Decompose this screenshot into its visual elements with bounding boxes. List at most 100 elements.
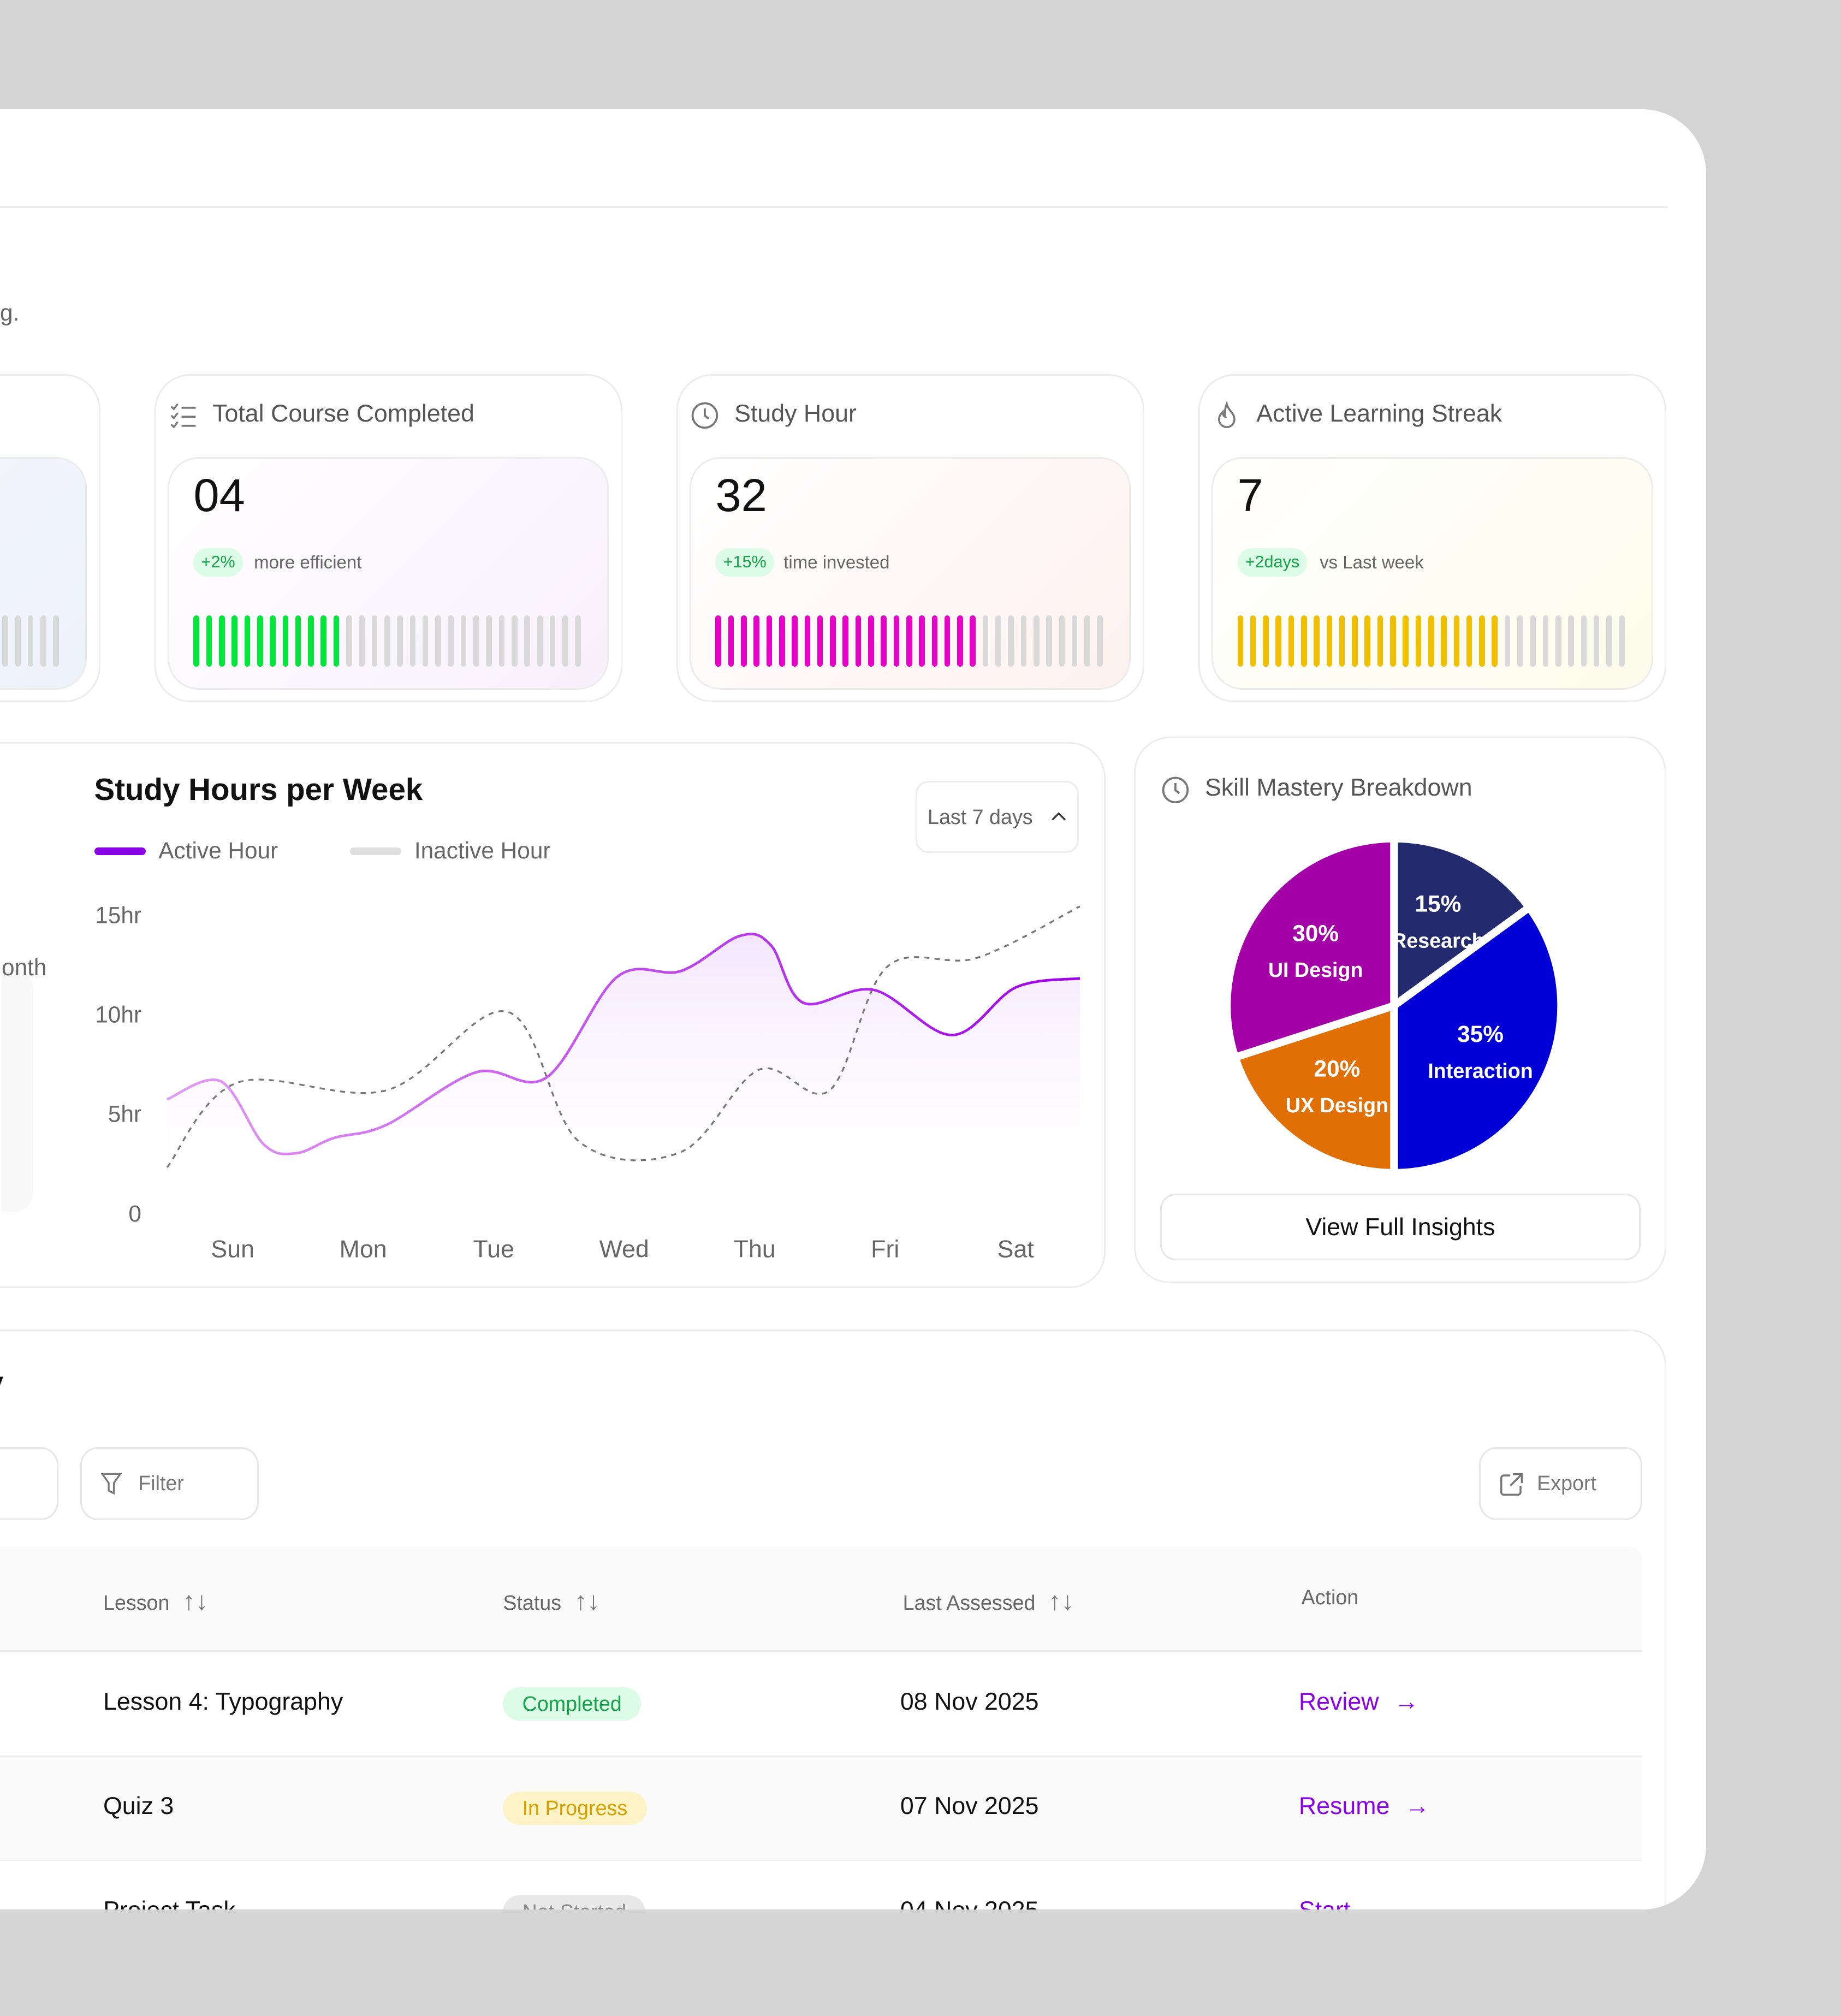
pie-slice-ui-design[interactable] [1223,834,1398,1063]
progress-bar-empty [15,615,21,667]
x-tick-label: Sat [997,1236,1035,1263]
view-full-insights-button[interactable]: View Full Insights [1160,1193,1641,1261]
legend-swatch-inactive [350,847,402,856]
progress-bar-empty [422,615,429,667]
column-header-label: Status [503,1591,562,1614]
progress-bar-empty [524,615,530,667]
stat-progress-bars [1237,615,1625,667]
stat-progress-bars [0,615,59,667]
x-tick-label: Wed [599,1236,649,1263]
progress-bar-filled [1377,615,1383,667]
sort-icon[interactable]: ↑↓ [182,1586,209,1615]
y-tick-label: 0 [128,1201,141,1226]
progress-bar-empty [448,615,454,667]
progress-bar-filled [830,615,836,667]
column-header[interactable]: Lesson ↑↓ [103,1586,208,1616]
progress-bar-filled [219,615,225,667]
stat-card [0,374,100,702]
arrow-right-icon: → [1366,1897,1391,1910]
page-subtitle-fragment: g. [0,299,20,325]
progress-bar-filled [244,615,251,667]
export-label: Export [1537,1472,1596,1495]
stat-progress-bars [715,615,1103,667]
header-divider [0,205,1668,209]
action-label: Review [1298,1688,1379,1716]
progress-bar-filled [1479,615,1485,667]
column-header[interactable]: Status ↑↓ [503,1586,599,1616]
range-select[interactable]: Last 7 days [916,780,1079,853]
y-tick-label: 10hr [95,1002,141,1028]
active-hour-area [167,934,1080,1214]
last-assessed-date: 08 Nov 2025 [900,1688,1039,1716]
progress-bar-empty [575,615,581,667]
action-label: Start [1299,1897,1350,1910]
progress-bar-filled [1288,615,1294,667]
sort-icon[interactable]: ↑↓ [1048,1586,1074,1615]
status-badge: Not Started [503,1895,646,1910]
left-text-fragment: onth [2,954,47,980]
progress-bar-empty [1606,615,1612,667]
x-tick-label: Fri [871,1236,899,1263]
progress-bar-empty [346,615,352,667]
y-tick-label: 5hr [108,1101,141,1127]
progress-bar-filled [320,615,327,667]
progress-bar-filled [970,615,976,667]
progress-bar-empty [40,615,46,667]
progress-bar-filled [715,615,722,667]
progress-bar-empty [1097,615,1103,667]
progress-bar-filled [1441,615,1447,667]
stat-change-badge: +2days [1237,548,1308,577]
column-header-label: Lesson [103,1591,170,1614]
legend-swatch-active [94,847,146,856]
progress-bar-empty [537,615,543,667]
progress-bar-filled [1250,615,1256,667]
stat-title: Active Learning Streak [1256,400,1503,427]
progress-bar-empty [498,615,505,667]
progress-bar-filled [295,615,301,667]
skill-mastery-card: Skill Mastery Breakdown 15% Research 35% In… [1133,737,1666,1283]
pie-slice-interaction[interactable] [1390,902,1565,1177]
stat-inner-box [0,456,87,690]
progress-bar-filled [1275,615,1281,667]
pie-slice-percent: 30% [1292,921,1339,946]
progress-bar-empty [1517,615,1523,667]
pie-slice-research[interactable] [1390,834,1535,1013]
progress-bar-empty [397,615,403,667]
pie-slice-label: UI Design [1268,958,1363,981]
progress-bar-filled [931,615,938,667]
progress-bar-empty [1071,615,1078,667]
progress-bar-filled [741,615,747,667]
chart-title: Study Hours per Week [94,772,423,807]
action-link[interactable]: Start → [1299,1897,1390,1910]
progress-bar-filled [868,615,874,667]
progress-bar-filled [957,615,963,667]
stat-value: 32 [715,469,767,521]
filter-label: Filter [138,1472,184,1495]
status-badge: In Progress [503,1791,647,1825]
pie-slice-percent: 35% [1457,1021,1504,1047]
progress-bar-filled [919,615,925,667]
action-link[interactable]: Resume → [1299,1793,1430,1820]
sort-icon[interactable]: ↑↓ [574,1586,600,1615]
progress-bar-filled [728,615,734,667]
filter-button[interactable]: Filter [80,1446,259,1520]
search-input[interactable] [0,1446,58,1520]
pie-slice-percent: 20% [1314,1056,1360,1081]
progress-bar-filled [1390,615,1396,667]
status-badge: Completed [503,1687,642,1721]
stat-value: 04 [193,469,245,521]
clock-icon [1162,776,1189,803]
range-select-value: Last 7 days [928,805,1033,829]
x-tick-label: Tue [473,1236,514,1263]
skill-card-title: Skill Mastery Breakdown [1204,774,1472,802]
progress-bar-filled [282,615,289,667]
view-full-insights-label: View Full Insights [1305,1213,1495,1241]
action-link[interactable]: Review → [1299,1688,1419,1716]
column-header[interactable]: Last Assessed ↑↓ [903,1586,1074,1616]
progress-bar-filled [270,615,276,667]
export-button[interactable]: Export [1478,1446,1642,1520]
column-header: Action [1302,1586,1359,1609]
progress-bar-empty [2,615,8,667]
action-label: Resume [1298,1793,1390,1820]
legend-label-active: Active Hour [158,837,278,863]
